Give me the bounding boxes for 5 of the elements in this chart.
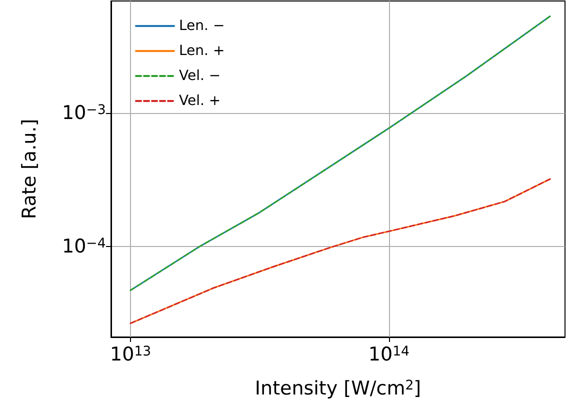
legend-label: Vel. −	[179, 68, 221, 84]
legend-label: Len. +	[179, 43, 225, 59]
y-axis-title: Rate [a.u.]	[18, 118, 40, 220]
legend-label: Len. −	[179, 18, 225, 34]
legend-label: Vel. +	[179, 93, 221, 109]
